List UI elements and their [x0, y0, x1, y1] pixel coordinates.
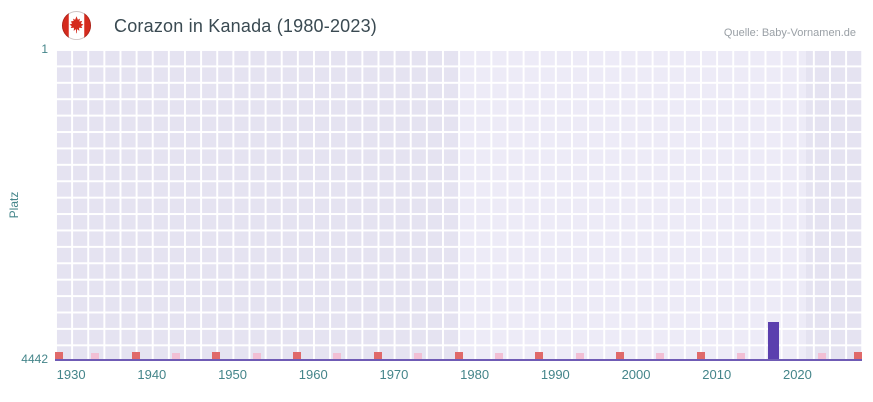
bottom-marker-strong[interactable]: [535, 352, 544, 359]
bottom-marker-faint[interactable]: [736, 353, 745, 359]
y-axis-label: Platz: [7, 191, 21, 219]
x-tick-label: 2020: [782, 367, 812, 382]
x-tick-label: 1970: [379, 367, 409, 382]
x-axis-ticks: 1930 1940 1950 1960 1970 1980 1990 2000 2010 2020: [55, 367, 862, 385]
y-tick-bottom: 4442: [21, 352, 48, 366]
bottom-marker-faint[interactable]: [414, 353, 423, 359]
bottom-marker-strong[interactable]: [696, 352, 705, 359]
bottom-marker-strong[interactable]: [615, 352, 624, 359]
bottom-marker-faint[interactable]: [91, 353, 100, 359]
x-axis-line: [55, 359, 862, 361]
rank-bar[interactable]: [767, 322, 779, 361]
bottom-marker-faint[interactable]: [494, 353, 503, 359]
bottom-marker-strong[interactable]: [373, 352, 382, 359]
bottom-marker-faint[interactable]: [333, 353, 342, 359]
chart-title: Corazon in Kanada (1980-2023): [114, 16, 377, 36]
x-tick-label: 2000: [621, 367, 651, 382]
x-tick-label: 1980: [460, 367, 490, 382]
bottom-marker-strong[interactable]: [55, 352, 63, 359]
x-tick-label: 2010: [702, 367, 732, 382]
bottom-marker-strong[interactable]: [293, 352, 302, 359]
bottom-marker-strong[interactable]: [454, 352, 463, 359]
bottom-marker-faint[interactable]: [575, 353, 584, 359]
x-tick-label: 1930: [56, 367, 86, 382]
bottom-marker-strong[interactable]: [131, 352, 140, 359]
x-tick-label: 1950: [218, 367, 247, 382]
x-tick-label: 1940: [137, 367, 167, 382]
bottom-marker-strong[interactable]: [212, 352, 221, 359]
bottom-marker-strong[interactable]: [854, 352, 862, 359]
canada-flag-icon: [61, 10, 92, 41]
bottom-marker-faint[interactable]: [172, 353, 181, 359]
grid-lines: [55, 49, 862, 361]
x-tick-label: 1960: [298, 367, 328, 382]
source-credit: Quelle: Baby-Vornamen.de: [723, 27, 856, 39]
y-tick-top: 1: [41, 42, 48, 56]
bottom-marker-faint[interactable]: [817, 353, 826, 359]
bottom-marker-faint[interactable]: [656, 353, 665, 359]
bottom-marker-faint[interactable]: [252, 353, 261, 359]
x-tick-label: 1990: [540, 367, 570, 382]
plot-area[interactable]: [55, 49, 862, 361]
